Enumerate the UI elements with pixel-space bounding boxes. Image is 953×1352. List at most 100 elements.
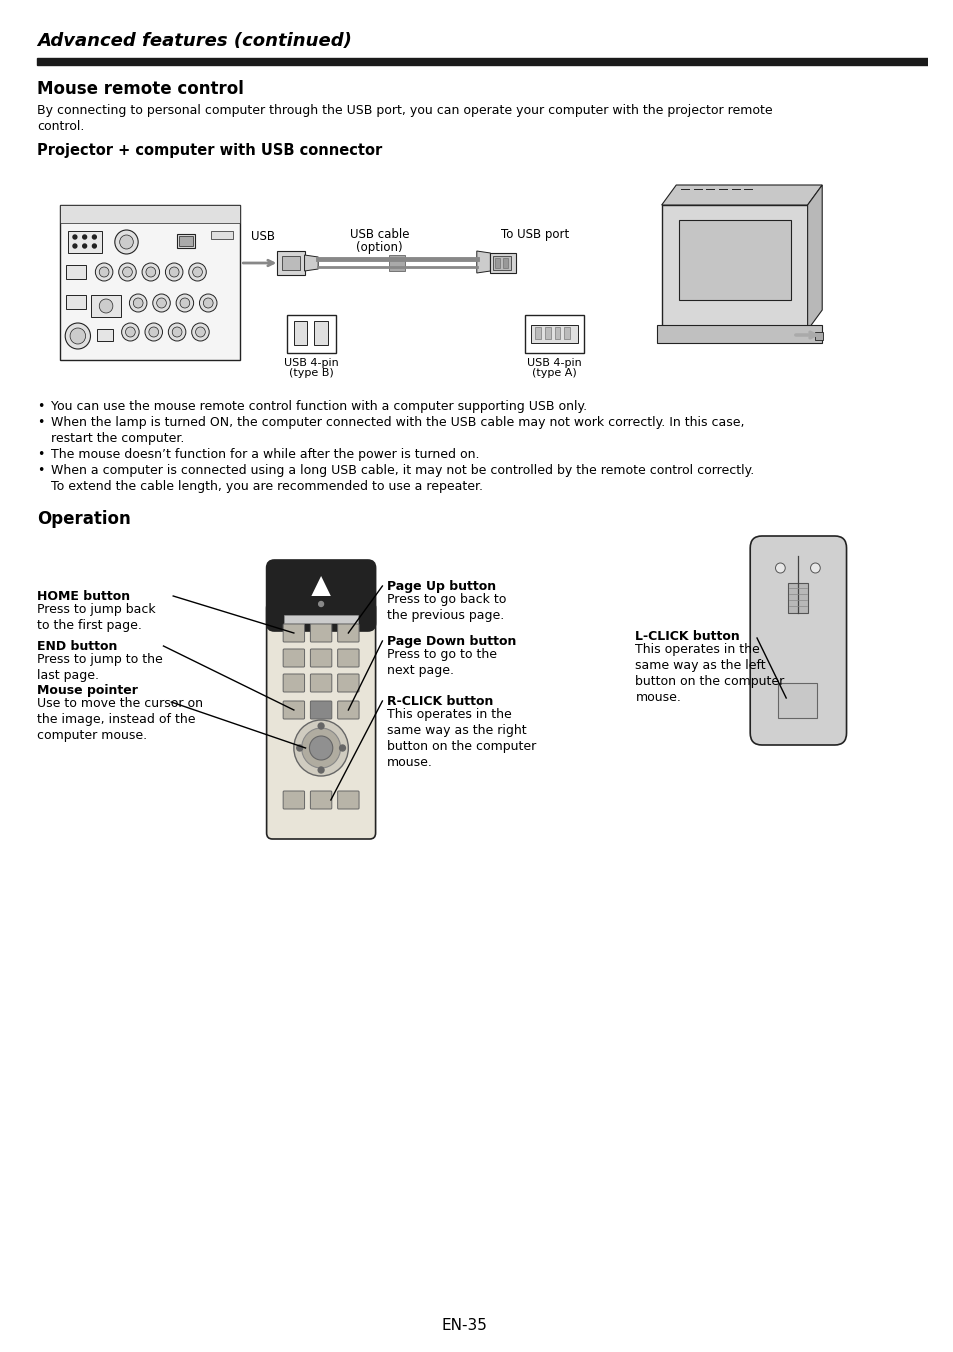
Text: USB: USB xyxy=(251,230,274,243)
Text: USB cable: USB cable xyxy=(350,228,409,241)
Bar xyxy=(60,206,240,360)
Text: USB 4-pin: USB 4-pin xyxy=(284,358,338,368)
Bar xyxy=(525,315,583,353)
Text: Press to go back to
the previous page.: Press to go back to the previous page. xyxy=(387,594,506,622)
FancyBboxPatch shape xyxy=(310,625,332,642)
FancyBboxPatch shape xyxy=(310,700,332,719)
Text: (type B): (type B) xyxy=(289,368,334,379)
Circle shape xyxy=(119,235,133,249)
Circle shape xyxy=(176,293,193,312)
Text: Press to jump back
to the first page.: Press to jump back to the first page. xyxy=(37,603,155,631)
Circle shape xyxy=(70,329,86,343)
Text: This operates in the
same way as the left
button on the computer
mouse.: This operates in the same way as the lef… xyxy=(635,644,783,704)
Circle shape xyxy=(301,727,340,768)
FancyBboxPatch shape xyxy=(749,535,845,745)
FancyBboxPatch shape xyxy=(310,675,332,692)
Text: Page Down button: Page Down button xyxy=(387,635,517,648)
Circle shape xyxy=(180,297,190,308)
Bar xyxy=(656,324,821,343)
FancyBboxPatch shape xyxy=(283,791,304,808)
Circle shape xyxy=(318,767,324,773)
Bar xyxy=(495,258,499,268)
Circle shape xyxy=(193,266,202,277)
Bar xyxy=(531,324,578,343)
Circle shape xyxy=(95,264,112,281)
FancyBboxPatch shape xyxy=(337,649,358,667)
Circle shape xyxy=(123,266,132,277)
Text: Mouse remote control: Mouse remote control xyxy=(37,80,244,97)
Polygon shape xyxy=(807,185,821,330)
Bar xyxy=(389,256,404,270)
Circle shape xyxy=(99,266,109,277)
Circle shape xyxy=(192,323,209,341)
Circle shape xyxy=(296,745,302,750)
Text: •: • xyxy=(37,400,44,412)
Text: To extend the cable length, you are recommended to use a repeater.: To extend the cable length, you are reco… xyxy=(51,480,482,493)
Bar xyxy=(314,320,328,345)
Circle shape xyxy=(146,266,155,277)
Text: You can use the mouse remote control function with a computer supporting USB onl: You can use the mouse remote control fun… xyxy=(51,400,586,412)
Text: When the lamp is turned ON, the computer connected with the USB cable may not wo: When the lamp is turned ON, the computer… xyxy=(51,416,743,429)
Circle shape xyxy=(318,602,323,607)
Circle shape xyxy=(99,299,112,314)
Circle shape xyxy=(309,735,333,760)
Bar xyxy=(179,237,193,246)
Bar xyxy=(787,583,807,612)
Text: Operation: Operation xyxy=(37,510,131,529)
Polygon shape xyxy=(476,251,490,273)
Polygon shape xyxy=(304,256,318,270)
FancyBboxPatch shape xyxy=(283,675,304,692)
Bar xyxy=(502,258,507,268)
Circle shape xyxy=(339,745,345,750)
FancyBboxPatch shape xyxy=(310,791,332,808)
Circle shape xyxy=(126,327,135,337)
Text: When a computer is connected using a long USB cable, it may not be controlled by: When a computer is connected using a lon… xyxy=(51,464,753,477)
Circle shape xyxy=(92,243,96,247)
Circle shape xyxy=(775,562,784,573)
Bar xyxy=(815,333,822,339)
Circle shape xyxy=(130,293,147,312)
Text: Press to go to the
next page.: Press to go to the next page. xyxy=(387,648,497,677)
Bar xyxy=(493,256,510,270)
Bar xyxy=(282,256,299,270)
Circle shape xyxy=(189,264,206,281)
Circle shape xyxy=(83,243,87,247)
Bar xyxy=(66,265,86,279)
FancyBboxPatch shape xyxy=(283,700,304,719)
Text: R-CLICK button: R-CLICK button xyxy=(387,695,493,708)
Text: restart the computer.: restart the computer. xyxy=(51,433,184,445)
Bar xyxy=(564,327,570,339)
Bar xyxy=(91,295,120,316)
Bar xyxy=(97,329,112,341)
FancyBboxPatch shape xyxy=(310,649,332,667)
Bar xyxy=(68,231,102,253)
FancyBboxPatch shape xyxy=(266,560,375,631)
Circle shape xyxy=(65,323,91,349)
Bar xyxy=(37,58,927,65)
Text: Page Up button: Page Up button xyxy=(387,580,496,594)
Text: Projector + computer with USB connector: Projector + computer with USB connector xyxy=(37,143,382,158)
Text: USB 4-pin: USB 4-pin xyxy=(527,358,581,368)
Circle shape xyxy=(114,230,138,254)
Circle shape xyxy=(121,323,139,341)
Text: Mouse pointer: Mouse pointer xyxy=(37,684,137,698)
Bar xyxy=(679,220,790,300)
Circle shape xyxy=(318,723,324,729)
Bar xyxy=(554,327,559,339)
FancyBboxPatch shape xyxy=(337,791,358,808)
Bar xyxy=(490,253,516,273)
Circle shape xyxy=(152,293,170,312)
Circle shape xyxy=(156,297,166,308)
Bar xyxy=(60,206,240,223)
Bar xyxy=(535,327,540,339)
Circle shape xyxy=(172,327,182,337)
Circle shape xyxy=(195,327,205,337)
Circle shape xyxy=(165,264,183,281)
Circle shape xyxy=(133,297,143,308)
Circle shape xyxy=(83,235,87,239)
Circle shape xyxy=(199,293,216,312)
Text: To USB port: To USB port xyxy=(500,228,569,241)
Text: END button: END button xyxy=(37,639,117,653)
Circle shape xyxy=(145,323,162,341)
Text: •: • xyxy=(37,448,44,461)
